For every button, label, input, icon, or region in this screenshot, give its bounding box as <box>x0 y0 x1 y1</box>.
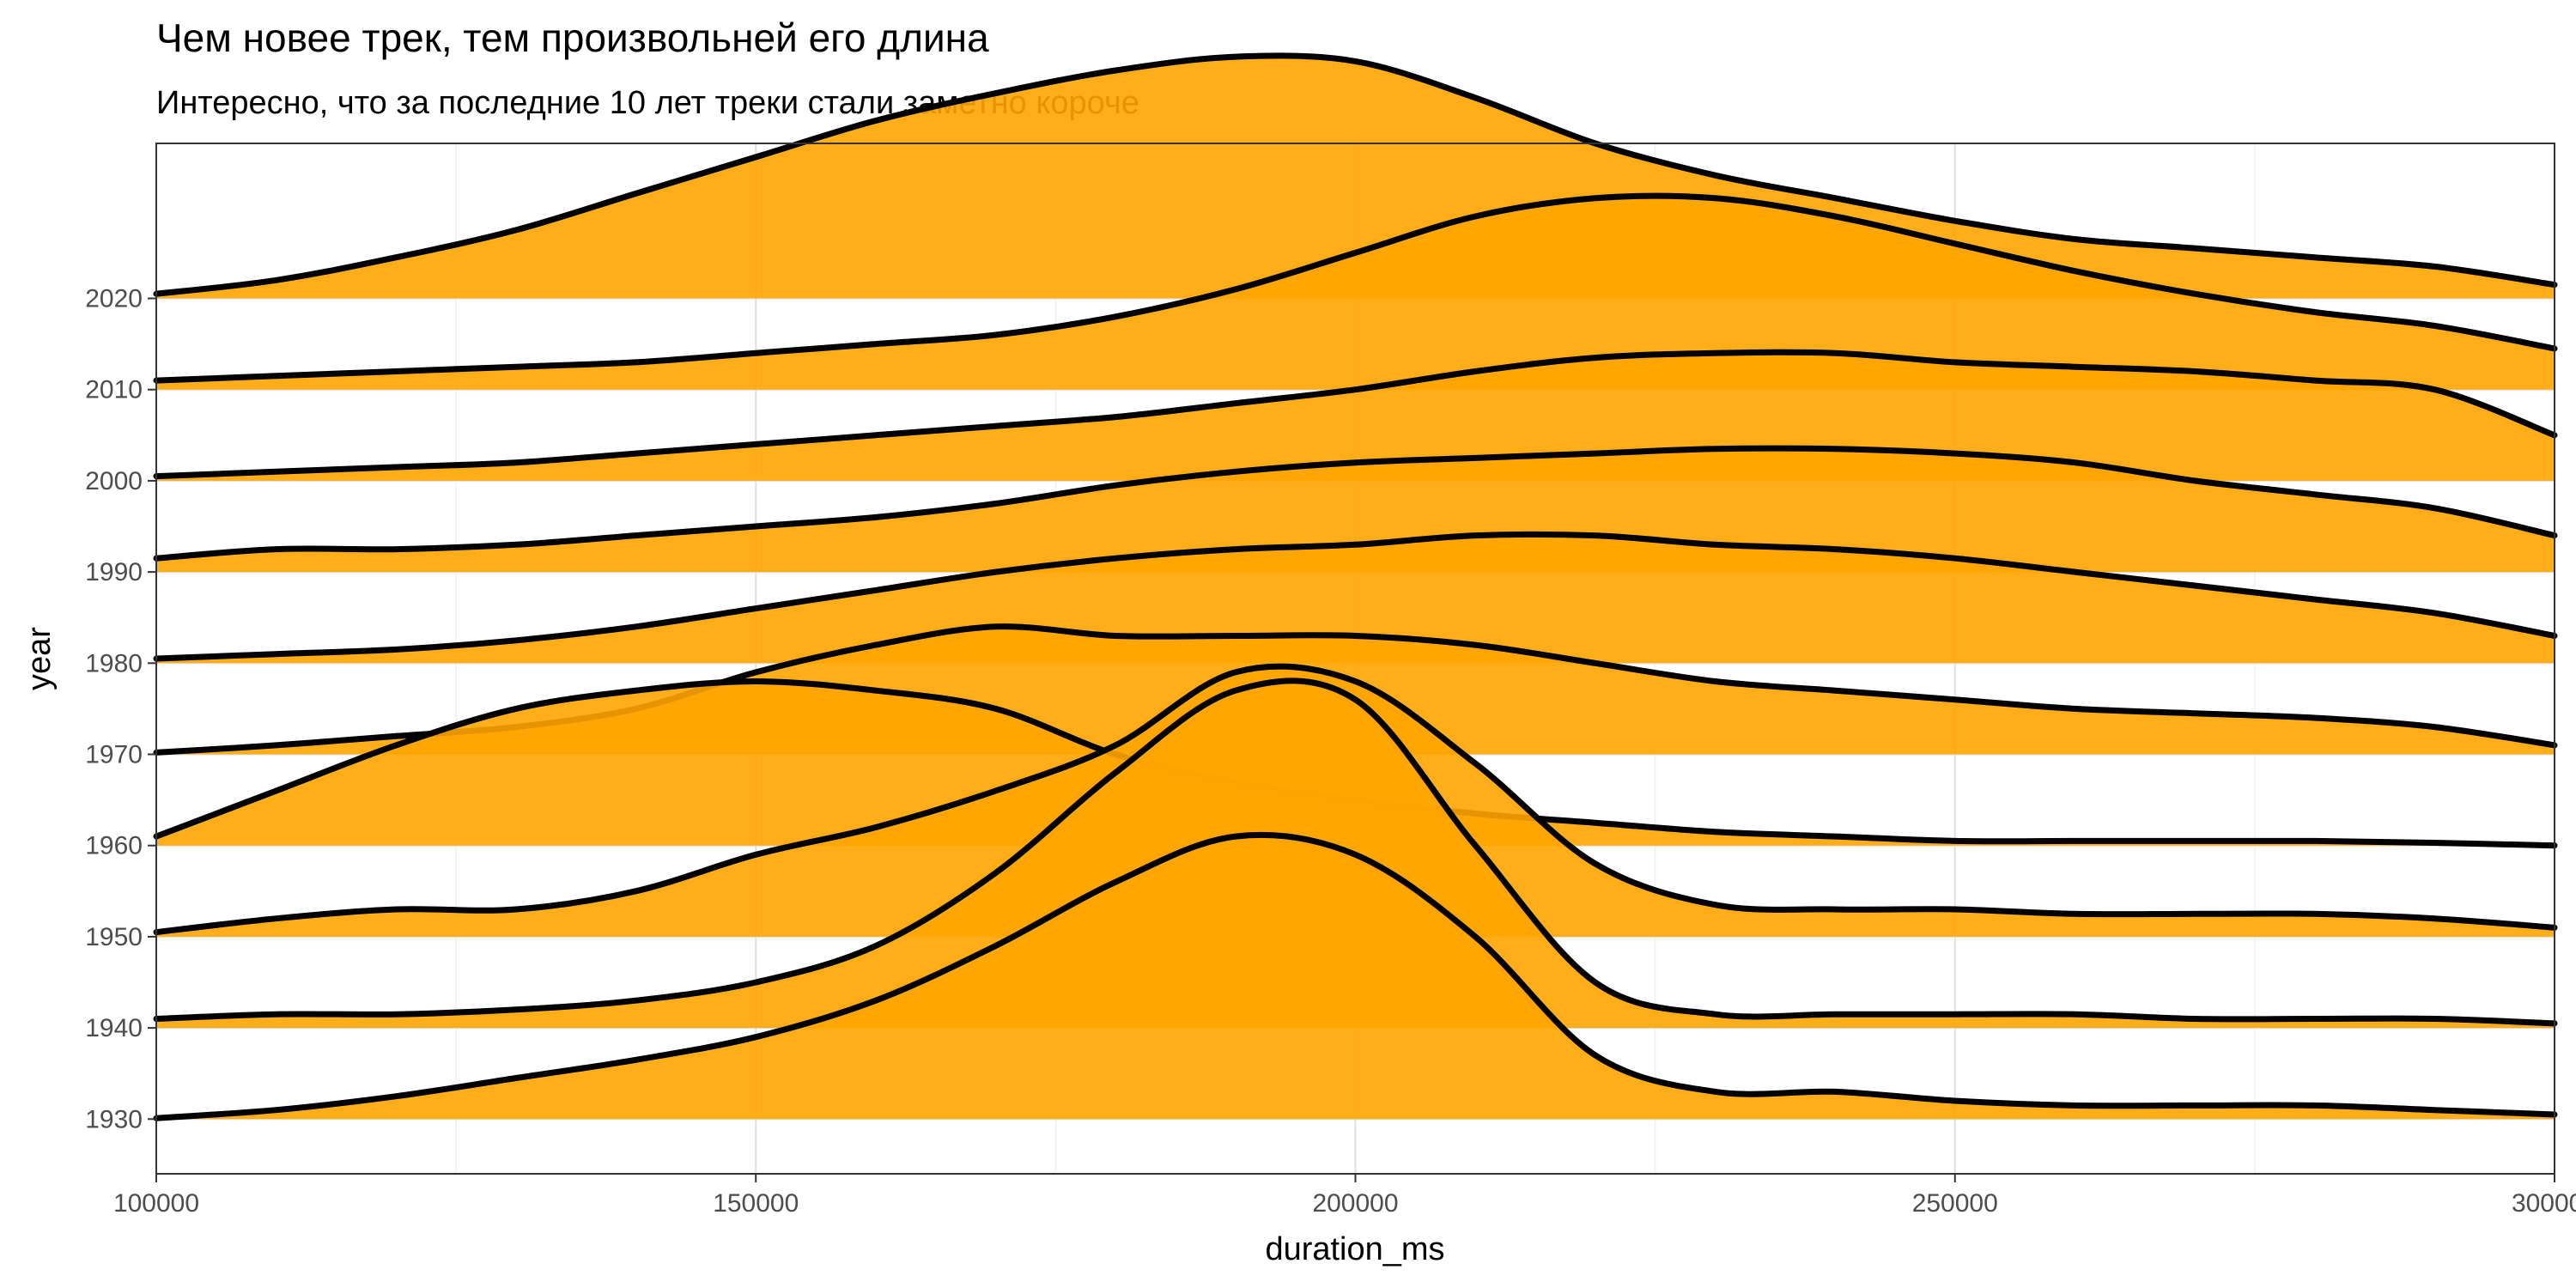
ridge-line-1940 <box>153 677 2558 1027</box>
ridge-2000 <box>153 349 2558 481</box>
x-tick-label: 150000 <box>713 1189 799 1218</box>
y-tick-label: 1970 <box>85 741 143 769</box>
ridge-line-1990 <box>153 445 2558 562</box>
x-axis-title: duration_ms <box>1265 1231 1444 1267</box>
ridge-area-2000 <box>156 352 2555 481</box>
ridge-area-1980 <box>156 534 2555 664</box>
y-axis: 1930 1940 1950 1960 1970 1980 1990 2000 2010 2020 <box>85 285 156 1133</box>
ridge-2010 <box>153 192 2558 390</box>
ridge-line-1930 <box>153 831 2558 1121</box>
ridge-area-1930 <box>156 835 2555 1120</box>
y-tick-label: 2010 <box>85 376 143 404</box>
ridge-area-1990 <box>156 448 2555 573</box>
ridge-line-2020 <box>153 52 2558 297</box>
y-tick-label: 2020 <box>85 285 143 313</box>
x-axis: 100000 150000 200000 250000 300000 <box>113 1174 2576 1218</box>
ridge-2020 <box>153 52 2558 299</box>
x-tick-label: 300000 <box>2512 1189 2576 1218</box>
ridges <box>153 52 2558 1121</box>
ridge-area-1960 <box>156 681 2555 846</box>
ridge-1930 <box>153 831 2558 1121</box>
y-tick-label: 1960 <box>85 832 143 860</box>
x-tick-label: 200000 <box>1312 1189 1398 1218</box>
ridge-line-1980 <box>153 531 2558 662</box>
y-tick-label: 2000 <box>85 467 143 495</box>
ridge-line-2010 <box>153 192 2558 384</box>
ridge-1990 <box>153 445 2558 573</box>
y-tick-label: 1940 <box>85 1014 143 1042</box>
ridge-line-2000 <box>153 349 2558 480</box>
y-tick-label: 1990 <box>85 558 143 586</box>
ridge-line-1950 <box>153 663 2558 936</box>
y-tick-label: 1950 <box>85 923 143 951</box>
y-tick-label: 1980 <box>85 649 143 677</box>
x-tick-label: 100000 <box>113 1189 199 1218</box>
ridge-area-2020 <box>156 55 2555 299</box>
chart-title: Чем новее трек, тем произвольней его дли… <box>156 15 989 60</box>
y-axis-title: year <box>21 627 58 690</box>
y-tick-label: 1930 <box>85 1105 143 1133</box>
x-tick-label: 250000 <box>1912 1189 1998 1218</box>
ridge-1980 <box>153 531 2558 664</box>
